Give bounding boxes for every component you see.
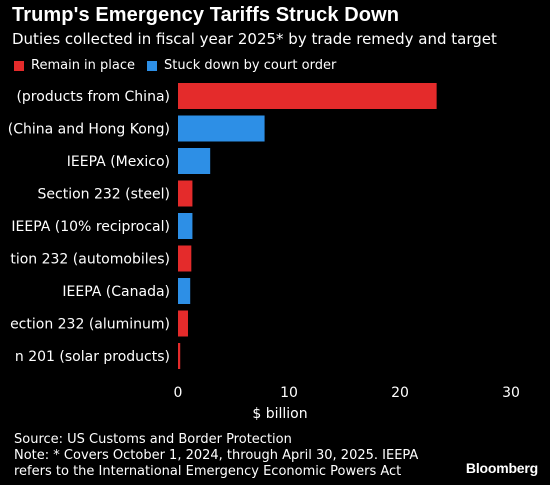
category-label: IEEPA (Mexico)	[67, 154, 170, 170]
legend-item-remain: Remain in place	[14, 58, 135, 73]
legend-swatch-struck	[147, 60, 158, 71]
bar	[178, 180, 193, 207]
category-label: (China and Hong Kong)	[8, 122, 170, 138]
source-note: Source: US Customs and Border Protection	[14, 432, 292, 447]
bloomberg-logo: Bloomberg	[465, 460, 538, 476]
x-tick-label: 20	[391, 385, 409, 401]
category-label: IEEPA (10% reciprocal)	[11, 219, 170, 235]
chart-footer: Source: US Customs and Border Protection…	[14, 432, 418, 480]
x-tick-label: 0	[174, 385, 183, 401]
category-label: n 201 (solar products)	[15, 349, 170, 365]
legend-label-struck: Stuck down by court order	[164, 58, 337, 73]
bar	[178, 343, 181, 369]
category-label: IEEPA (Canada)	[62, 284, 170, 300]
category-label: (products from China)	[16, 89, 170, 105]
chart-legend: Remain in place Stuck down by court orde…	[14, 58, 348, 73]
x-axis-label: $ billion	[252, 406, 307, 422]
x-tick-label: 10	[280, 385, 298, 401]
category-label: tion 232 (automobiles)	[10, 252, 170, 268]
legend-label-remain: Remain in place	[31, 58, 136, 73]
bar-chart: (products from China) (China and Hong Kon…	[8, 83, 520, 422]
legend-item-struck: Stuck down by court order	[147, 58, 336, 73]
x-tick-label: 30	[502, 385, 520, 401]
chart-title: Trump's Emergency Tariffs Struck Down	[12, 4, 400, 26]
bar	[178, 115, 265, 142]
bar	[178, 310, 188, 337]
bar	[178, 278, 191, 304]
category-label: ection 232 (aluminum)	[10, 317, 170, 333]
bar	[178, 83, 437, 109]
footnote-line-2: refers to the International Emergency Ec…	[14, 464, 402, 479]
footnote-line-1: Note: * Covers October 1, 2024, through …	[14, 448, 419, 463]
bar	[178, 245, 192, 272]
bar	[178, 213, 193, 239]
chart-subtitle: Duties collected in fiscal year 2025* by…	[12, 30, 497, 48]
category-label: Section 232 (steel)	[38, 187, 170, 203]
legend-swatch-remain	[14, 60, 24, 71]
bar	[178, 148, 211, 174]
